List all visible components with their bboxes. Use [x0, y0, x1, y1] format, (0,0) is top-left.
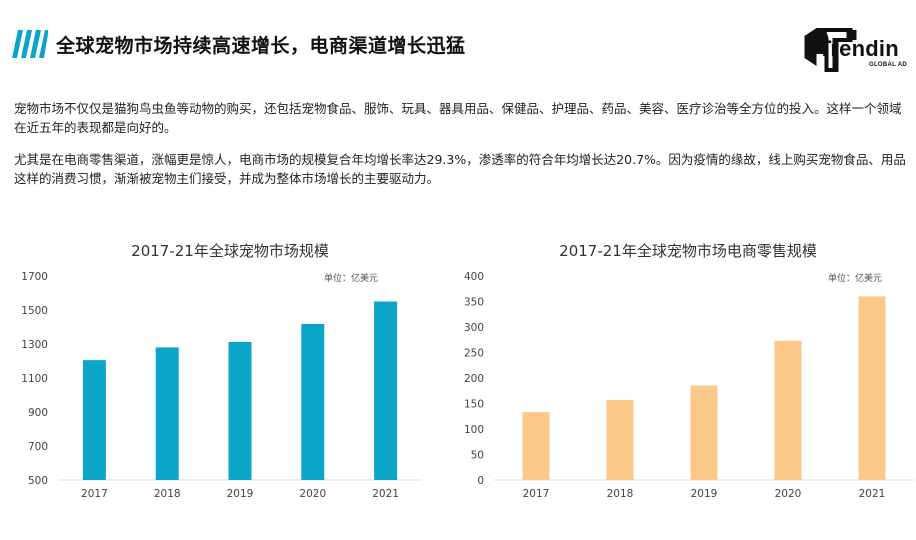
- chart-title-market-size: 2017-21年全球宠物市场规模: [131, 242, 329, 260]
- y-tick-label: 400: [464, 271, 484, 283]
- y-tick-label: 250: [464, 348, 484, 360]
- y-tick-label: 200: [464, 373, 484, 385]
- x-tick-label: 2021: [859, 488, 886, 500]
- logo-subtext: GLOBAL AD: [869, 62, 908, 68]
- logo-wordmark: Trendin: [818, 36, 899, 61]
- y-tick-label: 50: [471, 450, 484, 462]
- x-tick-label: 2018: [607, 488, 634, 500]
- x-tick-label: 2020: [775, 488, 802, 500]
- intro-paragraph: 宠物市场不仅仅是猫狗鸟虫鱼等动物的购买，还包括宠物食品、服饰、玩具、器具用品、保…: [14, 101, 902, 135]
- y-tick-label: 500: [28, 475, 48, 487]
- bar-2019: [228, 341, 252, 480]
- y-tick-label: 150: [464, 399, 484, 411]
- bar-2021: [858, 296, 886, 480]
- bar-2018: [155, 347, 179, 480]
- bar-2019: [690, 385, 718, 480]
- ecommerce-size-chart: 0 50 100 150 200 250 300 350 400 2017 2018 2019 2020…: [464, 271, 914, 500]
- x-tick-label: 2018: [154, 488, 181, 500]
- y-tick-label: 1300: [21, 339, 48, 351]
- bar-2021: [374, 301, 398, 480]
- bar-2017: [82, 360, 106, 480]
- y-tick-label: 1500: [21, 305, 48, 317]
- x-tick-label: 2017: [81, 488, 108, 500]
- y-tick-label: 700: [28, 441, 48, 453]
- y-tick-label: 300: [464, 322, 484, 334]
- x-tick-label: 2017: [523, 488, 550, 500]
- chart-unit-ecommerce-size: 单位：亿美元: [828, 274, 883, 284]
- bar-2020: [301, 323, 325, 480]
- y-tick-label: 900: [28, 407, 48, 419]
- bar-2020: [774, 340, 802, 480]
- x-tick-label: 2019: [227, 488, 254, 500]
- y-tick-label: 350: [464, 297, 484, 309]
- trendin-logo-icon: [804, 28, 857, 72]
- market-size-chart: 500 700 900 1100 1300 1500 1700 2017 2018 2019 202…: [21, 271, 422, 500]
- y-tick-label: 100: [464, 424, 484, 436]
- header-stripes-icon: [12, 30, 48, 58]
- chart-title-ecommerce-size: 2017-21年全球宠物市场电商零售规模: [559, 242, 817, 260]
- y-tick-label: 1100: [21, 373, 48, 385]
- x-tick-label: 2021: [372, 488, 399, 500]
- page-title: 全球宠物市场持续高速增长，电商渠道增长迅猛: [56, 35, 466, 57]
- bar-2018: [606, 399, 634, 480]
- chart-unit-market-size: 单位：亿美元: [324, 274, 379, 284]
- ecommerce-paragraph: 尤其是在电商零售渠道，涨幅更是惊人，电商市场的规模复合年均增长率达29.3%，渗…: [14, 152, 906, 186]
- y-tick-label: 0: [477, 475, 484, 487]
- bar-2017: [522, 412, 550, 480]
- y-tick-label: 1700: [21, 271, 48, 283]
- x-tick-label: 2020: [299, 488, 326, 500]
- x-tick-label: 2019: [691, 488, 718, 500]
